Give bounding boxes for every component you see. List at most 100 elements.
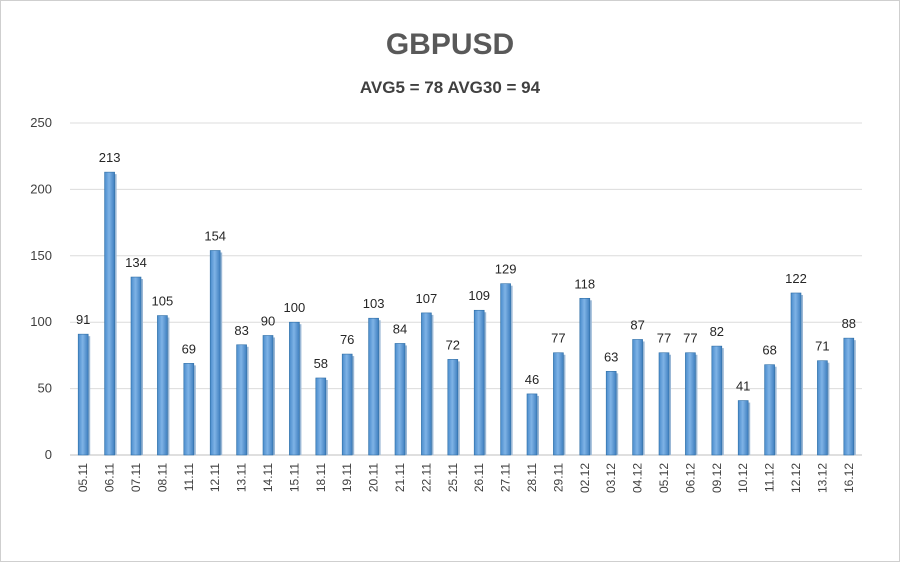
x-tick-label: 16.12 bbox=[842, 463, 856, 493]
bar bbox=[157, 315, 168, 456]
x-tick-label: 28.11 bbox=[525, 463, 539, 492]
x-tick-label: 05.11 bbox=[76, 463, 90, 492]
data-label: 109 bbox=[468, 288, 490, 303]
bar bbox=[711, 345, 723, 456]
bar bbox=[104, 171, 115, 456]
x-tick-label: 09.12 bbox=[710, 463, 724, 493]
x-tick-label: 19.11 bbox=[340, 463, 354, 492]
x-tick-label: 11.12 bbox=[763, 463, 777, 492]
data-label: 88 bbox=[842, 316, 856, 331]
x-axis: 05.11 06.11 07.11 08.11 11.11 12.11 13.11 14.11… bbox=[76, 463, 856, 493]
bar bbox=[236, 344, 247, 456]
bar bbox=[289, 321, 300, 456]
data-label: 71 bbox=[815, 339, 829, 354]
data-label: 72 bbox=[446, 337, 460, 352]
data-label: 134 bbox=[125, 255, 147, 270]
bar bbox=[183, 363, 195, 456]
data-label: 154 bbox=[204, 228, 226, 243]
bar bbox=[262, 335, 274, 456]
bar bbox=[315, 377, 327, 456]
data-label: 122 bbox=[785, 271, 807, 286]
bar bbox=[421, 312, 432, 456]
bars: 91 213 134 105 69 154 83 90 100 58 76 103 84 107 72 109… bbox=[76, 150, 856, 456]
bar bbox=[500, 283, 511, 456]
data-label: 84 bbox=[393, 321, 407, 336]
data-label: 90 bbox=[261, 313, 275, 328]
bar bbox=[605, 371, 617, 456]
x-tick-label: 13.12 bbox=[815, 463, 829, 493]
bar bbox=[526, 393, 538, 456]
x-tick-label: 12.11 bbox=[208, 463, 222, 492]
data-label: 100 bbox=[284, 300, 306, 315]
x-tick-label: 29.11 bbox=[551, 463, 565, 492]
x-tick-label: 20.11 bbox=[367, 463, 381, 492]
x-tick-label: 06.11 bbox=[103, 463, 117, 492]
data-label: 76 bbox=[340, 332, 354, 347]
y-tick-label: 100 bbox=[30, 314, 52, 329]
y-tick-label: 50 bbox=[38, 381, 52, 396]
data-label: 91 bbox=[76, 312, 90, 327]
bar bbox=[764, 364, 775, 456]
bar bbox=[447, 359, 459, 456]
bar bbox=[817, 360, 828, 456]
x-tick-label: 08.11 bbox=[155, 463, 169, 492]
bar bbox=[632, 339, 643, 456]
bar bbox=[658, 352, 670, 456]
bar bbox=[473, 309, 485, 456]
x-tick-label: 07.11 bbox=[129, 463, 143, 492]
bar bbox=[685, 352, 696, 456]
data-label: 105 bbox=[152, 294, 174, 309]
y-tick-label: 150 bbox=[30, 248, 52, 263]
bar bbox=[341, 353, 353, 456]
x-tick-label: 10.12 bbox=[736, 463, 750, 493]
bar bbox=[368, 317, 379, 456]
x-tick-label: 22.11 bbox=[419, 463, 433, 492]
bar bbox=[790, 292, 802, 456]
y-tick-label: 250 bbox=[30, 115, 52, 130]
x-tick-label: 15.11 bbox=[287, 463, 301, 492]
x-tick-label: 27.11 bbox=[499, 463, 513, 492]
x-tick-label: 21.11 bbox=[393, 463, 407, 492]
data-label: 103 bbox=[363, 296, 385, 311]
gridlines bbox=[70, 122, 862, 456]
data-label: 87 bbox=[630, 317, 644, 332]
x-tick-label: 14.11 bbox=[261, 463, 275, 492]
x-tick-label: 03.12 bbox=[604, 463, 618, 493]
x-tick-label: 05.12 bbox=[657, 463, 671, 493]
data-label: 107 bbox=[416, 291, 438, 306]
data-label: 68 bbox=[762, 343, 776, 358]
x-tick-label: 18.11 bbox=[314, 463, 328, 492]
bar bbox=[77, 333, 89, 456]
bar bbox=[579, 297, 591, 456]
data-label: 213 bbox=[99, 150, 121, 165]
x-tick-label: 12.12 bbox=[789, 463, 803, 493]
x-tick-label: 02.12 bbox=[578, 463, 592, 493]
chart-title: GBPUSD bbox=[385, 28, 515, 61]
data-label: 77 bbox=[657, 331, 671, 346]
x-tick-label: 11.11 bbox=[182, 463, 196, 492]
x-tick-label: 26.11 bbox=[472, 463, 486, 492]
chart-subtitle: AVG5 = 78 AVG30 = 94 bbox=[359, 78, 541, 97]
x-tick-label: 13.11 bbox=[235, 463, 249, 492]
data-label: 83 bbox=[234, 323, 248, 338]
data-label: 82 bbox=[710, 324, 724, 339]
data-label: 69 bbox=[182, 341, 196, 356]
bar bbox=[130, 276, 142, 456]
data-label: 58 bbox=[314, 356, 328, 371]
data-label: 63 bbox=[604, 349, 618, 364]
y-tick-label: 200 bbox=[30, 181, 52, 196]
data-label: 46 bbox=[525, 372, 539, 387]
data-label: 118 bbox=[574, 276, 595, 291]
x-tick-label: 06.12 bbox=[683, 463, 697, 493]
bar bbox=[737, 400, 749, 456]
data-label: 77 bbox=[551, 331, 565, 346]
data-label: 41 bbox=[736, 379, 750, 394]
y-tick-label: 0 bbox=[45, 447, 52, 462]
x-tick-label: 25.11 bbox=[446, 463, 460, 492]
bar bbox=[209, 250, 221, 456]
data-label: 77 bbox=[683, 331, 697, 346]
bar bbox=[553, 352, 564, 456]
bar bbox=[843, 337, 855, 456]
